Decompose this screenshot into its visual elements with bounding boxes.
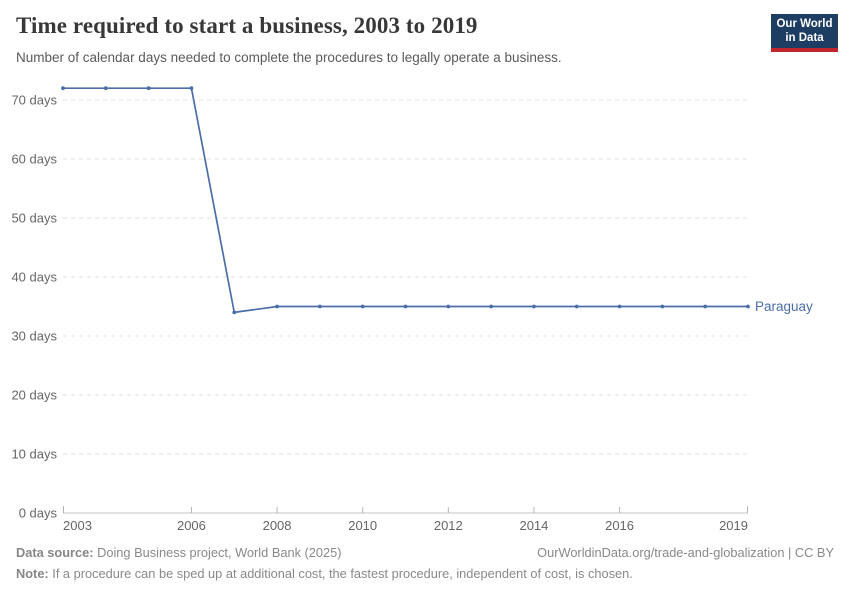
x-tick-label: 2012: [434, 518, 463, 533]
y-tick-label: 70 days: [11, 93, 57, 108]
x-tick-label: 2008: [263, 518, 292, 533]
y-tick-label: 30 days: [11, 329, 57, 344]
chart-footer: Data source: Doing Business project, Wor…: [16, 542, 834, 584]
attribution-link[interactable]: OurWorldinData.org/trade-and-globalizati…: [537, 545, 834, 560]
data-point[interactable]: [703, 304, 708, 309]
x-tick-label: 2006: [177, 518, 206, 533]
data-point[interactable]: [61, 86, 65, 91]
x-tick-label: 2016: [605, 518, 634, 533]
y-tick-label: 50 days: [11, 211, 57, 226]
owid-logo: Our World in Data: [771, 14, 838, 52]
y-tick-label: 40 days: [11, 270, 57, 285]
data-point[interactable]: [360, 304, 365, 309]
data-point[interactable]: [532, 304, 536, 309]
x-tick-label: 2014: [519, 518, 548, 533]
y-tick-label: 0 days: [19, 506, 58, 521]
series-end-label: Paraguay: [755, 299, 813, 314]
line-chart-canvas[interactable]: 0 days 10 days 20 days 30 days 40 days 50 day…: [0, 0, 850, 540]
data-point[interactable]: [574, 304, 579, 309]
data-point[interactable]: [660, 304, 665, 309]
data-source-line: Data source: Doing Business project, Wor…: [16, 542, 342, 563]
y-tick-label: 20 days: [11, 388, 57, 403]
data-source-label: Data source:: [16, 545, 94, 560]
data-point[interactable]: [189, 86, 194, 91]
data-source-text: Doing Business project, World Bank (2025…: [93, 545, 342, 560]
data-point[interactable]: [232, 310, 237, 315]
owid-logo-line2: in Data: [785, 31, 824, 44]
data-point[interactable]: [103, 86, 108, 91]
data-point[interactable]: [317, 304, 322, 309]
chart-title: Time required to start a business, 2003 …: [16, 13, 478, 38]
x-tick-label: 2010: [348, 518, 377, 533]
data-point[interactable]: [617, 304, 622, 309]
note-text: If a procedure can be sped up at additio…: [48, 566, 633, 581]
note-label: Note:: [16, 566, 49, 581]
data-point[interactable]: [146, 86, 151, 91]
x-tick-label: 2003: [63, 518, 92, 533]
y-tick-label: 10 days: [11, 447, 57, 462]
y-tick-label: 60 days: [11, 152, 57, 167]
data-point[interactable]: [446, 304, 451, 309]
data-point[interactable]: [746, 304, 750, 309]
owid-logo-line1: Our World: [776, 18, 833, 30]
data-point[interactable]: [275, 304, 279, 309]
note-line: Note: If a procedure can be sped up at a…: [16, 563, 834, 584]
chart-subtitle: Number of calendar days needed to comple…: [16, 50, 562, 65]
x-tick-label: 2019: [719, 518, 748, 533]
data-line: [62, 87, 749, 314]
data-point[interactable]: [489, 304, 494, 309]
data-point[interactable]: [403, 304, 408, 309]
